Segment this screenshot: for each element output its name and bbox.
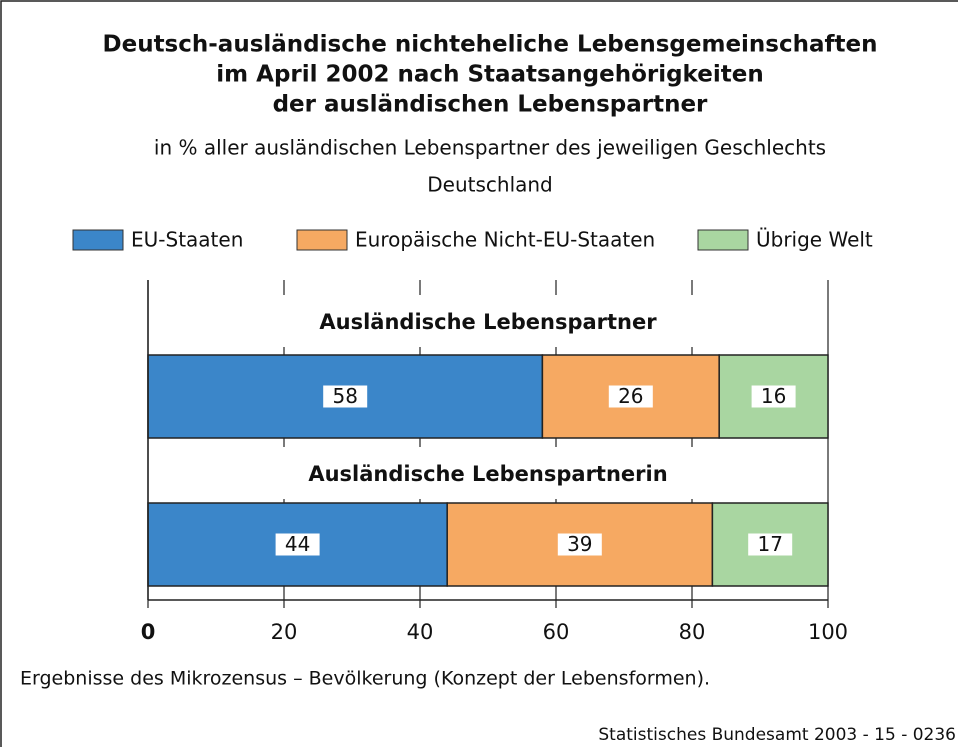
category-label-bg [149,447,827,499]
value-label: 44 [285,532,310,556]
x-tick-label: 80 [679,620,706,644]
legend-label: Europäische Nicht-EU-Staaten [355,228,655,252]
region: Deutschland [427,173,553,197]
x-tick-label: 0 [141,620,156,644]
category-label-bg [149,295,827,347]
x-tick-label: 40 [407,620,434,644]
note: Ergebnisse des Mikrozensus – Bevölkerung… [20,668,710,690]
x-tick-label: 60 [543,620,570,644]
chart-title: der ausländischen Lebenspartner [273,92,708,118]
value-label: 26 [618,384,643,408]
category-label: Ausländische Lebenspartnerin [308,462,667,486]
x-tick-label: 100 [808,620,848,644]
legend-swatch [72,229,124,251]
subtitle: in % aller ausländischen Lebenspartner d… [154,136,826,160]
legend-swatch [296,229,348,251]
legend-swatch [697,229,749,251]
value-label: 17 [757,532,782,556]
value-label-bg [275,533,320,556]
value-label: 58 [332,384,357,408]
value-label-bg [557,533,602,556]
legend-label: EU-Staaten [131,228,243,252]
source: Statistisches Bundesamt 2003 - 15 - 0236 [598,725,956,745]
value-label-bg [748,533,793,556]
value-label: 16 [761,384,786,408]
chart-title: im April 2002 nach Staatsangehörigkeiten [216,62,763,88]
x-tick-label: 20 [271,620,298,644]
category-label: Ausländische Lebenspartner [319,310,657,334]
chart-title: Deutsch-ausländische nichteheliche Leben… [103,32,878,58]
value-label-bg [323,385,368,408]
legend-label: Übrige Welt [756,228,873,252]
value-label-bg [751,385,796,408]
value-label-bg [608,385,653,408]
value-label: 39 [567,532,592,556]
